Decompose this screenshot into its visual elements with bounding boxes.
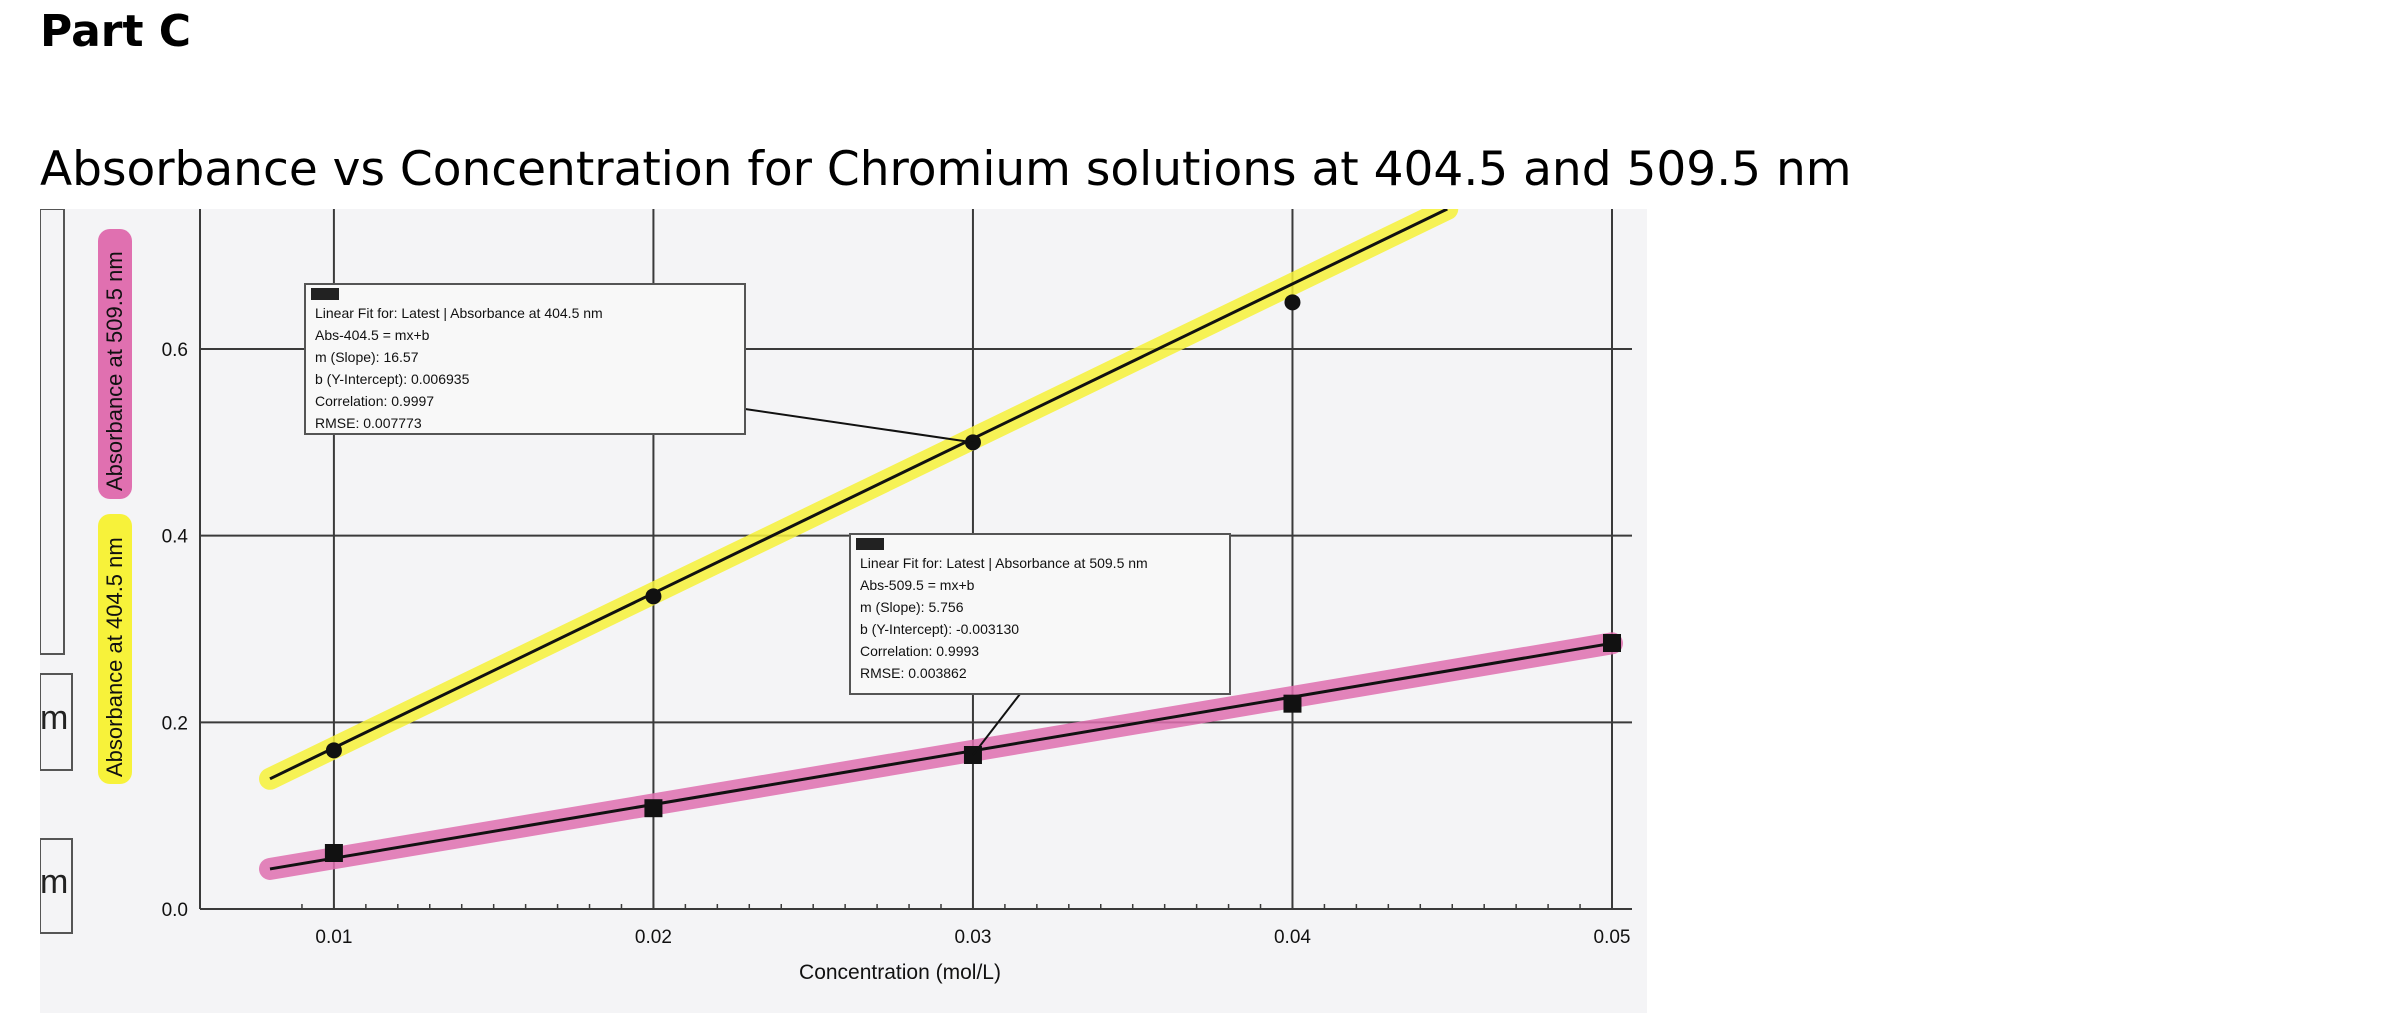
- section-heading: Part C: [40, 6, 192, 57]
- chart-title: Absorbance vs Concentration for Chromium…: [40, 142, 1852, 197]
- annotation-line: m (Slope): 5.756: [860, 599, 964, 615]
- x-tick-label: 0.03: [954, 927, 991, 948]
- y-axis-label-secondary: Absorbance at 509.5 nm: [102, 251, 127, 491]
- y-tick-label: 0.2: [162, 713, 188, 734]
- axis-layer: 0.01 0.02 0.03 0.04 0.05 0.0 0.2 0.4 0.6: [162, 209, 1631, 948]
- annotation-line: Correlation: 0.9993: [860, 643, 979, 659]
- x-tick-label: 0.02: [635, 927, 672, 948]
- fit-line-0: [269, 209, 1448, 781]
- annotation-line: Abs-509.5 = mx+b: [860, 577, 975, 593]
- highlight-404-strip: [98, 514, 132, 784]
- edge-fragment-2: m: [40, 863, 68, 901]
- data-point-509: [1603, 634, 1621, 652]
- edge-fragment-1: m: [40, 699, 68, 737]
- annotation-line: b (Y-Intercept): 0.006935: [315, 371, 470, 387]
- annotation-line: RMSE: 0.003862: [860, 665, 967, 681]
- data-point-509: [1283, 694, 1302, 713]
- chart-photo: m m Absorbance at 509.5 nm Absorbance at…: [40, 209, 1647, 1013]
- data-point-404: [325, 742, 342, 759]
- annotation-grip-icon: [311, 288, 339, 300]
- page-edge-fragments: m m: [40, 209, 73, 934]
- fit-line-1: [269, 641, 1613, 871]
- x-axis-label: Concentration (mol/L): [799, 961, 1001, 984]
- annotation-line: m (Slope): 16.57: [315, 349, 419, 365]
- data-point-509: [644, 799, 663, 818]
- annotation-line: Abs-404.5 = mx+b: [315, 327, 430, 343]
- y-tick-label: 0.0: [162, 900, 188, 921]
- y-tick-label: 0.6: [162, 340, 188, 361]
- y-tick-label: 0.4: [162, 527, 189, 548]
- data-point-509: [324, 844, 343, 862]
- paper-background: [40, 209, 1647, 1013]
- y-axis-label-group: Absorbance at 509.5 nm Absorbance at 404…: [98, 229, 132, 784]
- y-axis-label-primary: Absorbance at 404.5 nm: [102, 537, 127, 777]
- annotation-layer: Linear Fit for: Latest | Absorbance at 4…: [304, 283, 1231, 756]
- data-point-404: [1284, 294, 1301, 311]
- highlight-509-strip: [98, 229, 132, 499]
- annotation-line: Linear Fit for: Latest | Absorbance at 4…: [315, 305, 603, 321]
- annotation-box: [304, 283, 746, 435]
- annotation-box: [849, 533, 1231, 695]
- annotation-grip-icon: [856, 538, 884, 550]
- annotation-leader: [744, 408, 974, 444]
- x-tick-label: 0.01: [315, 927, 352, 948]
- annotation-line: b (Y-Intercept): -0.003130: [860, 621, 1019, 637]
- fit-layer: [269, 209, 1613, 871]
- annotation-line: Linear Fit for: Latest | Absorbance at 5…: [860, 555, 1148, 571]
- x-tick-label: 0.04: [1274, 927, 1311, 948]
- annotation-leader: [972, 693, 1021, 756]
- annotation-line: Correlation: 0.9997: [315, 393, 434, 409]
- x-tick-label: 0.05: [1594, 927, 1631, 948]
- data-point-404: [645, 588, 662, 605]
- annotation-line: RMSE: 0.007773: [315, 415, 422, 431]
